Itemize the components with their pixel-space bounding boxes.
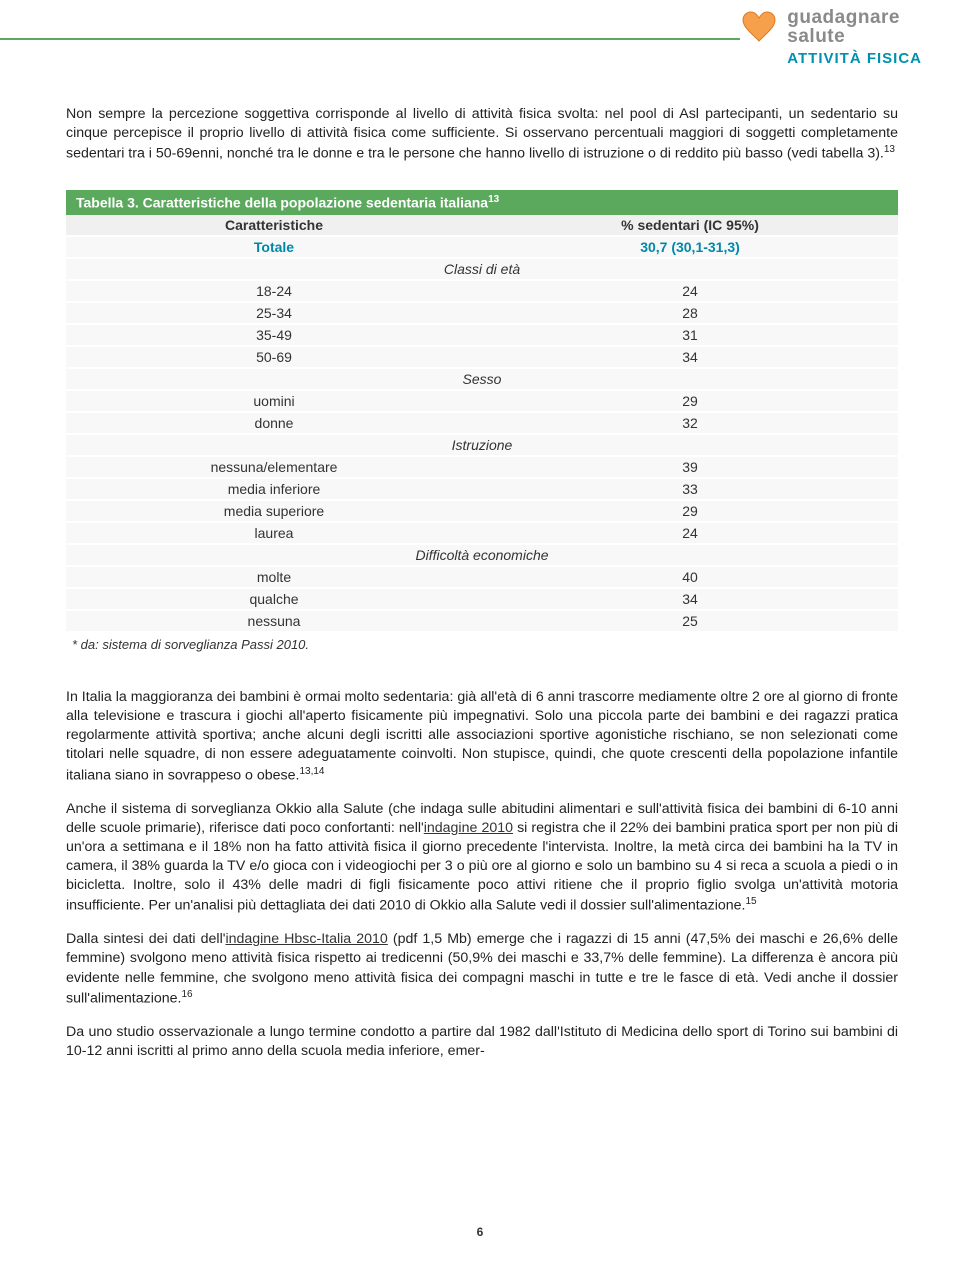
table-row: media inferiore33 <box>66 478 898 500</box>
totale-value: 30,7 (30,1-31,3) <box>482 236 898 258</box>
intro-text: Non sempre la percezione soggettiva corr… <box>66 106 898 162</box>
table-row: donne32 <box>66 412 898 434</box>
table-row: nessuna25 <box>66 610 898 632</box>
th-sedentari: % sedentari (IC 95%) <box>482 215 898 236</box>
row-value: 25 <box>482 610 898 632</box>
totale-label: Totale <box>66 236 482 258</box>
link-indagine-2010[interactable]: indagine 2010 <box>424 820 513 836</box>
row-label: 50-69 <box>66 346 482 368</box>
intro-paragraph: Non sempre la percezione soggettiva corr… <box>66 105 898 164</box>
table-section-header: Difficoltà economiche <box>66 544 898 566</box>
table-section-header: Sesso <box>66 368 898 390</box>
row-label: 35-49 <box>66 324 482 346</box>
paragraph-4: Dalla sintesi dei dati dell'indagine Hbs… <box>66 930 898 1008</box>
table-title-sup: 13 <box>488 194 499 205</box>
row-value: 29 <box>482 390 898 412</box>
row-label: media inferiore <box>66 478 482 500</box>
table-header-row: Caratteristiche % sedentari (IC 95%) <box>66 215 898 236</box>
row-label: qualche <box>66 588 482 610</box>
p2-text: In Italia la maggioranza dei bambini è o… <box>66 689 898 783</box>
row-label: media superiore <box>66 500 482 522</box>
row-value: 32 <box>482 412 898 434</box>
row-label: nessuna/elementare <box>66 456 482 478</box>
brand-logo-block: guadagnare salute ATTIVITÀ FISICA <box>741 8 922 67</box>
table-footnote: * da: sistema di sorveglianza Passi 2010… <box>66 633 898 656</box>
logo-subtitle: ATTIVITÀ FISICA <box>787 50 922 67</box>
table-title-text: Tabella 3. Caratteristiche della popolaz… <box>76 195 488 211</box>
paragraph-3: Anche il sistema di sorveglianza Okkio a… <box>66 800 898 917</box>
section-label: Istruzione <box>66 434 898 456</box>
table-section-header: Classi di età <box>66 258 898 280</box>
heart-icon <box>741 11 777 43</box>
row-label: molte <box>66 566 482 588</box>
row-value: 24 <box>482 280 898 302</box>
table-row: uomini29 <box>66 390 898 412</box>
row-value: 31 <box>482 324 898 346</box>
row-value: 33 <box>482 478 898 500</box>
table-row: 35-4931 <box>66 324 898 346</box>
row-label: laurea <box>66 522 482 544</box>
p2-sup: 13,14 <box>299 766 324 777</box>
link-hbsc-2010[interactable]: indagine Hbsc-Italia 2010 <box>225 931 387 947</box>
row-label: 18-24 <box>66 280 482 302</box>
data-table: Caratteristiche % sedentari (IC 95%) Tot… <box>66 215 898 633</box>
intro-sup: 13 <box>884 144 895 155</box>
section-label: Difficoltà economiche <box>66 544 898 566</box>
paragraph-5: Da uno studio osservazionale a lungo ter… <box>66 1023 898 1061</box>
table-row: qualche34 <box>66 588 898 610</box>
table-row: 50-6934 <box>66 346 898 368</box>
row-label: donne <box>66 412 482 434</box>
table-row: 25-3428 <box>66 302 898 324</box>
row-label: nessuna <box>66 610 482 632</box>
table-row: nessuna/elementare39 <box>66 456 898 478</box>
page-number: 6 <box>0 1225 960 1239</box>
header-rule <box>0 38 740 40</box>
page-content: Non sempre la percezione soggettiva corr… <box>66 105 898 1075</box>
paragraph-2: In Italia la maggioranza dei bambini è o… <box>66 688 898 786</box>
p4-text-a: Dalla sintesi dei dati dell' <box>66 931 225 947</box>
row-value: 39 <box>482 456 898 478</box>
logo-line-2: salute <box>787 27 900 46</box>
table-row: media superiore29 <box>66 500 898 522</box>
row-label: uomini <box>66 390 482 412</box>
th-caratteristiche: Caratteristiche <box>66 215 482 236</box>
logo-line-1: guadagnare <box>787 8 900 27</box>
row-value: 34 <box>482 588 898 610</box>
table-row: laurea24 <box>66 522 898 544</box>
p4-sup: 16 <box>181 989 192 1000</box>
table-section-header: Istruzione <box>66 434 898 456</box>
table-3: Tabella 3. Caratteristiche della popolaz… <box>66 190 898 656</box>
p3-sup: 15 <box>745 896 756 907</box>
section-label: Classi di età <box>66 258 898 280</box>
table-title: Tabella 3. Caratteristiche della popolaz… <box>66 190 898 215</box>
row-value: 40 <box>482 566 898 588</box>
row-value: 34 <box>482 346 898 368</box>
table-row: molte40 <box>66 566 898 588</box>
row-label: 25-34 <box>66 302 482 324</box>
table-row: 18-2424 <box>66 280 898 302</box>
row-value: 24 <box>482 522 898 544</box>
body-text-block: In Italia la maggioranza dei bambini è o… <box>66 688 898 1061</box>
row-value: 28 <box>482 302 898 324</box>
row-value: 29 <box>482 500 898 522</box>
table-totale-row: Totale 30,7 (30,1-31,3) <box>66 236 898 258</box>
section-label: Sesso <box>66 368 898 390</box>
